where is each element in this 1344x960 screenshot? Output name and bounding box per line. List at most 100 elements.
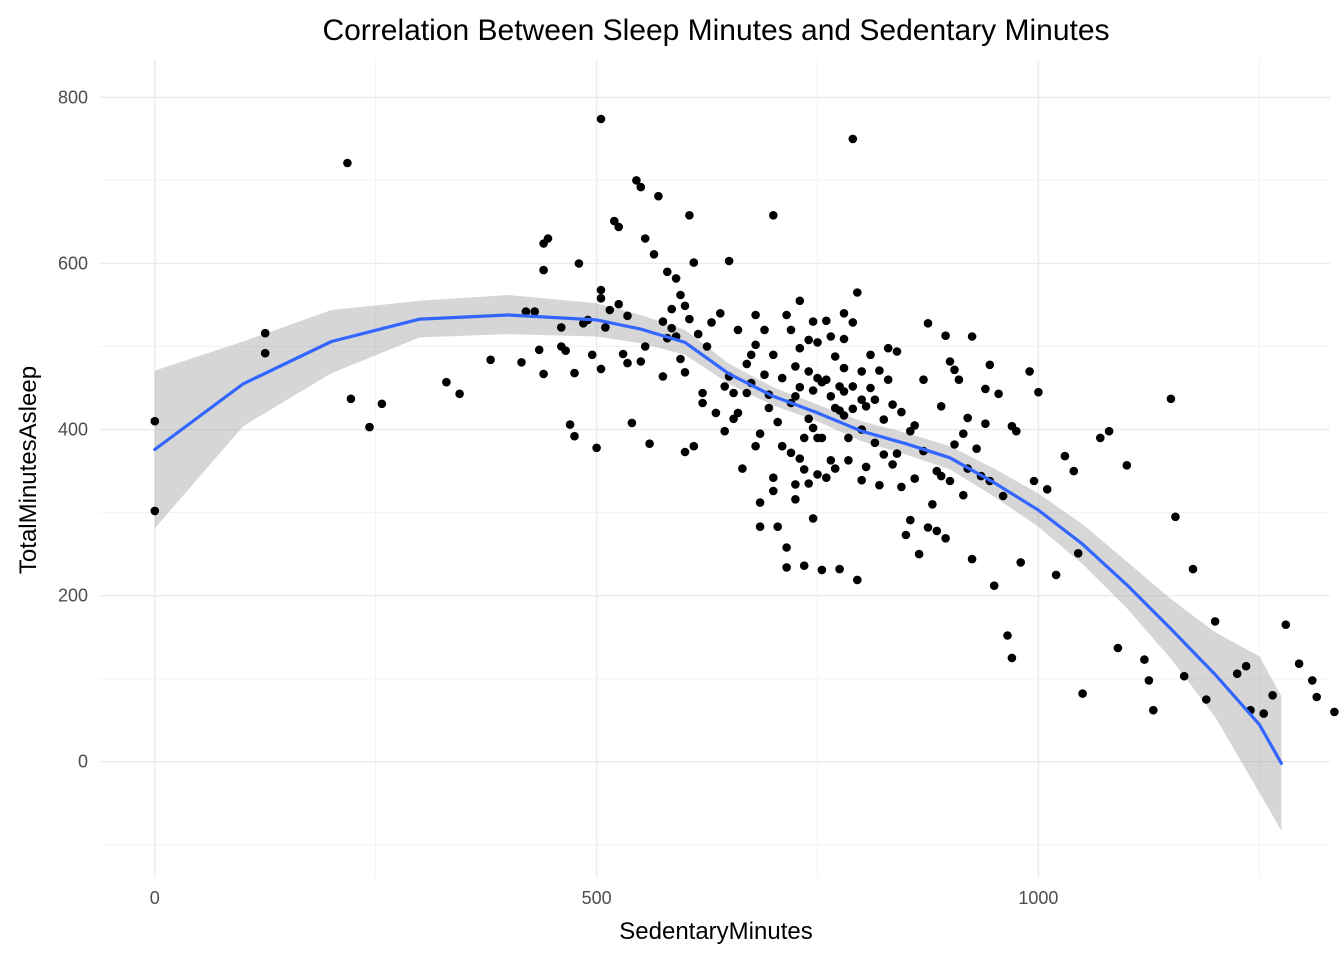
- data-point: [808, 514, 818, 523]
- data-point: [795, 296, 805, 306]
- data-point: [826, 392, 836, 401]
- data-point: [892, 347, 902, 356]
- data-point: [720, 382, 729, 391]
- data-point: [839, 411, 849, 420]
- data-point: [830, 352, 840, 361]
- data-point: [557, 323, 566, 332]
- data-point: [636, 357, 646, 366]
- data-point: [945, 476, 955, 486]
- data-point: [1060, 451, 1070, 461]
- data-point: [844, 456, 853, 465]
- data-point: [720, 426, 729, 436]
- data-point: [822, 473, 831, 483]
- data-point: [676, 290, 685, 300]
- data-point: [377, 399, 387, 409]
- data-point: [627, 418, 637, 428]
- data-point: [1232, 669, 1242, 678]
- data-point: [1096, 433, 1105, 443]
- data-point: [1259, 709, 1268, 718]
- data-point: [985, 360, 995, 370]
- data-point: [755, 429, 765, 439]
- data-point: [897, 482, 906, 492]
- data-point: [614, 222, 623, 232]
- confidence-band: [154, 295, 1282, 831]
- data-point: [839, 363, 849, 373]
- data-point: [570, 368, 579, 378]
- data-point: [574, 259, 584, 268]
- data-point: [879, 415, 889, 424]
- data-point: [782, 563, 791, 572]
- x-tick-label: 1000: [1018, 888, 1058, 908]
- data-point: [1069, 466, 1079, 476]
- data-point: [782, 543, 791, 552]
- data-point: [698, 398, 707, 408]
- data-point: [1281, 620, 1291, 629]
- data-point: [936, 471, 946, 481]
- data-point: [791, 495, 800, 504]
- data-point: [773, 522, 782, 531]
- data-point: [799, 433, 809, 443]
- data-point: [839, 309, 849, 318]
- data-point: [1294, 659, 1304, 668]
- data-point: [883, 375, 893, 385]
- data-point: [817, 565, 827, 575]
- data-point: [1012, 426, 1021, 436]
- data-point: [786, 448, 796, 458]
- data-point: [857, 395, 866, 405]
- data-point: [521, 307, 531, 316]
- data-point: [795, 343, 805, 353]
- data-point: [808, 423, 818, 433]
- data-point: [1029, 476, 1039, 486]
- data-point: [570, 431, 579, 441]
- data-point: [150, 506, 160, 516]
- data-point: [901, 530, 911, 540]
- data-point: [707, 318, 716, 327]
- data-point: [791, 362, 800, 371]
- data-point: [649, 250, 659, 259]
- data-point: [998, 491, 1008, 501]
- data-point: [702, 342, 712, 351]
- data-point: [848, 134, 858, 144]
- data-point: [539, 265, 548, 275]
- data-point: [1149, 705, 1158, 715]
- data-point: [1104, 426, 1114, 436]
- data-point: [808, 317, 818, 326]
- data-point: [685, 314, 694, 324]
- data-point: [596, 294, 606, 303]
- data-point: [1073, 549, 1083, 558]
- grid: [100, 60, 1330, 878]
- data-point: [839, 387, 849, 396]
- data-point: [791, 392, 800, 401]
- data-point: [804, 414, 813, 424]
- data-point: [808, 386, 818, 395]
- data-point: [941, 534, 950, 543]
- data-point: [936, 402, 946, 411]
- data-point: [1051, 570, 1061, 580]
- data-point: [742, 388, 752, 398]
- data-point: [804, 367, 813, 376]
- y-tick-label: 0: [78, 752, 88, 772]
- data-point: [870, 438, 880, 448]
- data-point: [1113, 643, 1123, 653]
- data-point: [517, 358, 526, 367]
- data-point: [150, 416, 160, 426]
- data-point: [724, 256, 734, 266]
- data-point: [751, 340, 760, 350]
- y-tick-label: 600: [58, 253, 88, 273]
- data-point: [733, 408, 743, 418]
- data-point: [817, 433, 827, 443]
- points-layer: [150, 114, 1339, 718]
- data-point: [813, 338, 822, 347]
- data-point: [1122, 461, 1132, 470]
- data-point: [543, 234, 553, 243]
- data-point: [680, 447, 690, 457]
- data-point: [914, 549, 924, 559]
- x-tick-label: 500: [582, 888, 612, 908]
- data-point: [866, 350, 875, 360]
- data-point: [795, 382, 805, 392]
- data-point: [685, 211, 694, 220]
- data-point: [671, 274, 681, 283]
- data-point: [830, 464, 840, 473]
- data-point: [645, 439, 654, 449]
- data-point: [950, 440, 959, 449]
